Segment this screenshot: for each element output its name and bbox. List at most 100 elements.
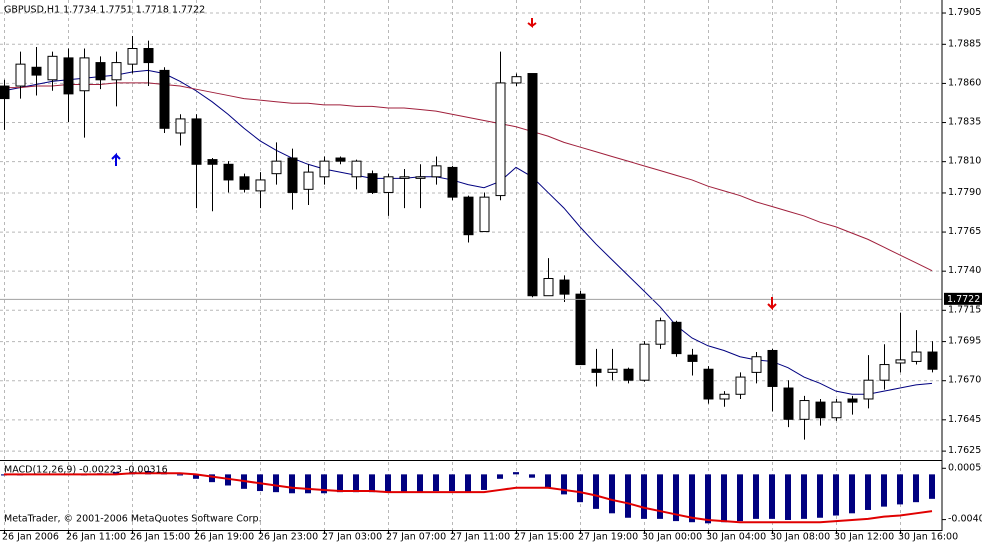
candle-body [511,76,522,84]
histogram-bar [497,474,503,479]
candle-body [815,401,826,419]
y-tick-label: 1.7860 [948,77,981,88]
candle-body [255,179,266,192]
x-tick-label: 26 Jan 11:00 [66,532,126,543]
candle-body [767,349,778,387]
x-tick-label: 27 Jan 03:00 [322,532,382,543]
candle-body [575,293,586,366]
histogram-bar [609,474,615,514]
histogram-bar [449,474,455,492]
x-tick-label: 30 Jan 12:00 [834,532,894,543]
candle-body [847,398,858,403]
indicator-line [4,472,933,524]
y-tick-label: 1.7835 [948,117,981,128]
candle-body [79,57,90,92]
histogram-bar [177,474,183,476]
candle-body [831,401,842,419]
histogram-bar [513,472,519,475]
y-tick-label: 1.7810 [948,156,981,167]
candle-body [127,48,138,65]
candle-body [543,278,554,297]
candle-body [527,73,538,297]
histogram-bar [369,474,375,493]
candle-body [271,160,282,175]
candle-body [431,165,442,178]
histogram-bar [705,474,711,524]
histogram-bar [913,474,919,503]
histogram-bar [577,474,583,503]
candle-body [559,279,570,295]
x-tick-label: 27 Jan 07:00 [386,532,446,543]
candle-body [911,351,922,362]
candle-body [191,118,202,165]
candle-body [879,364,890,381]
candle-body [143,48,154,64]
histogram-bar [305,474,311,494]
x-tick-label: 30 Jan 00:00 [642,532,702,543]
candle-body [319,160,330,178]
candle-body [719,393,730,400]
histogram-bar [545,474,551,488]
x-tick-label: 26 Jan 23:00 [258,532,318,543]
buy-arrow [111,152,121,166]
copyright: MetaTrader, © 2001-2006 MetaQuotes Softw… [4,514,262,525]
histogram-bar [273,474,279,493]
y-tick-label: 1.7765 [948,226,981,237]
histogram-bar [625,474,631,518]
histogram-bar [721,474,727,523]
candle-body [415,176,426,179]
candle-body [623,368,634,381]
histogram-bar [289,474,295,494]
histogram-bar [689,474,695,523]
histogram-bar [417,474,423,493]
marks [0,35,942,524]
candle-body [95,62,106,81]
candle-body [287,157,298,193]
candle-body [159,69,170,129]
y-tick-label: 1.7885 [948,38,981,49]
histogram-bar [401,474,407,493]
candle-body [639,343,650,381]
histogram-bar [881,474,887,507]
histogram-bar [641,474,647,519]
histogram-bar [769,474,775,519]
histogram-bar [225,474,231,486]
histogram-bar [785,474,791,520]
histogram-bar [561,474,567,495]
candle-body [927,351,938,370]
candle-body [63,57,74,95]
sell-arrow [527,18,537,28]
sell-arrow [767,297,777,311]
histogram-bar [113,472,119,475]
x-tick-label: 30 Jan 16:00 [898,532,958,543]
y-tick-label: 0.00059 [948,462,982,473]
y-tick-label: 1.7715 [948,304,981,315]
histogram-bar [673,474,679,522]
x-tick-label: 26 Jan 15:00 [130,532,190,543]
candle-body [175,118,186,134]
histogram-bar [593,474,599,509]
candle-body [751,356,762,373]
bid-box [944,292,982,305]
histogram-bar [897,474,903,505]
candle-body [223,163,234,181]
histogram-bar [737,474,743,522]
histogram-bar [337,474,343,493]
histogram-bar [193,474,199,479]
histogram-bar [433,474,439,492]
candle-body [367,173,378,193]
candle-body [671,321,682,355]
candle-body [783,387,794,420]
candle-body [303,171,314,190]
indicator-title: MACD(12,26,9) -0.00223 -0.00316 [4,465,168,476]
candle-body [335,157,346,162]
histogram-bar [753,474,759,519]
candle-body [799,400,810,420]
y-tick-label: 1.7695 [948,336,981,347]
y-tick-label: 1.7625 [948,445,981,456]
histogram-bar [849,474,855,514]
histogram-bar [209,474,215,483]
candle-body [703,368,714,400]
histogram-bar [353,474,359,493]
candle-body [463,196,474,236]
